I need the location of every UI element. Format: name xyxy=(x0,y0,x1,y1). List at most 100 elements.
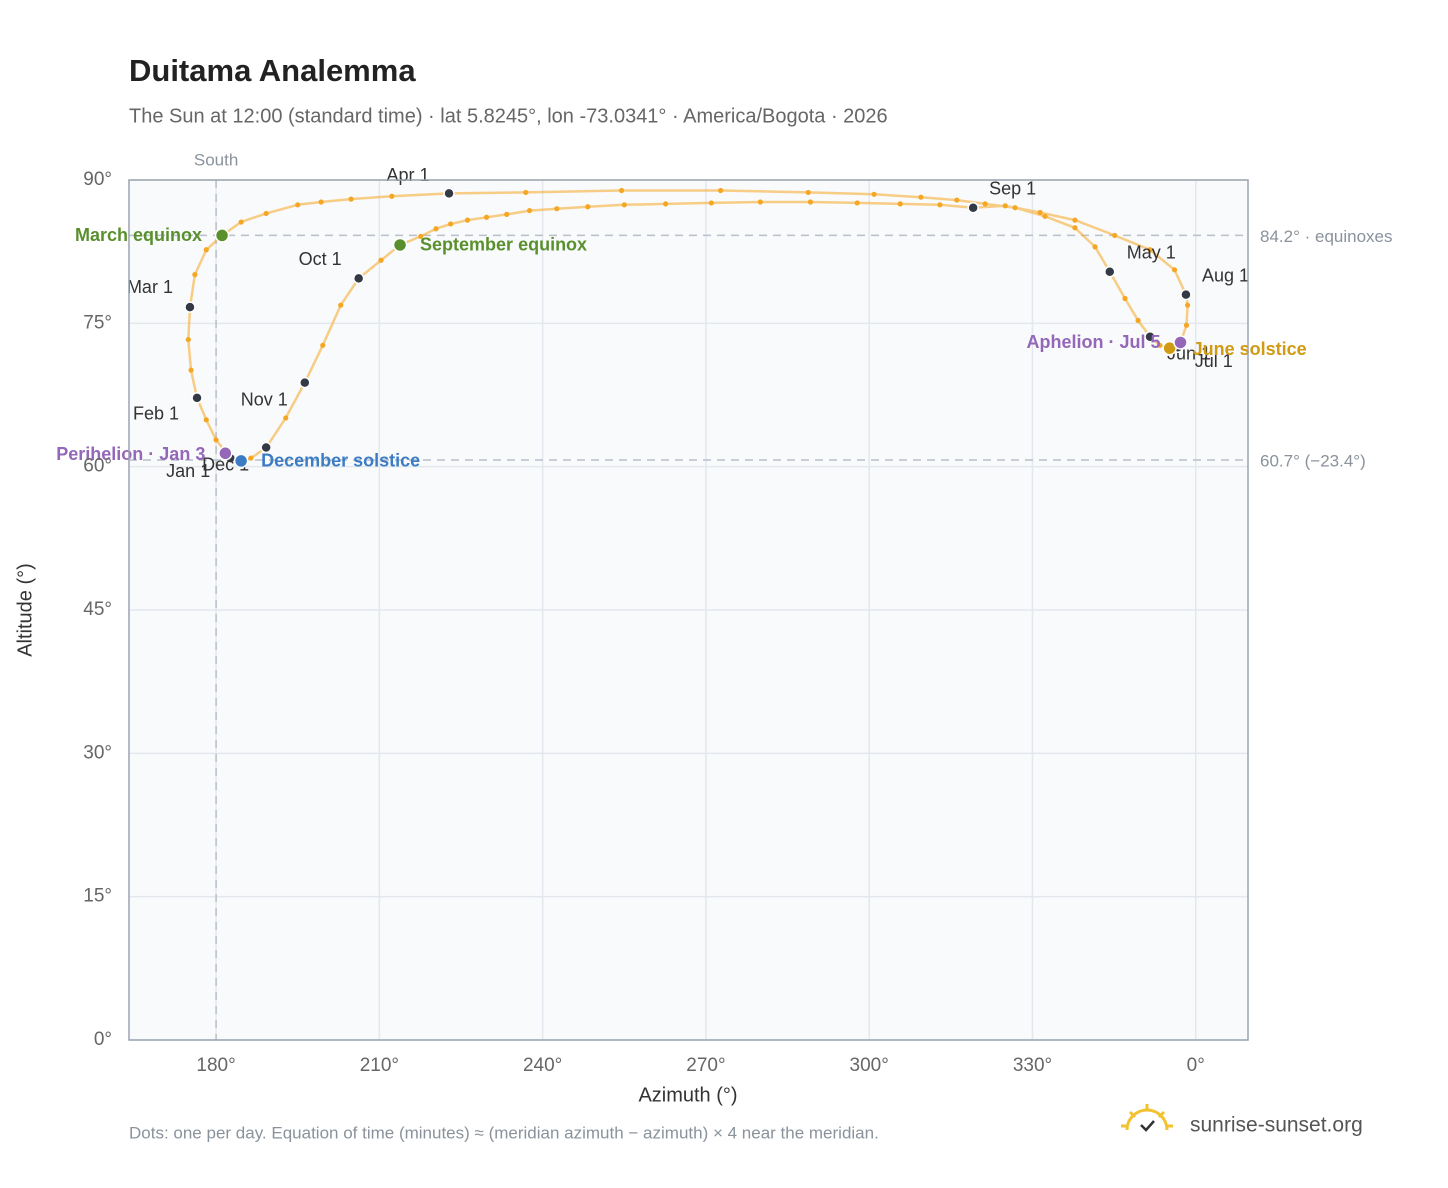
y-tick-label: 60° xyxy=(83,456,112,477)
marker-label: March equinox xyxy=(75,225,202,245)
marker-label: December solstice xyxy=(261,451,420,471)
marker-dot xyxy=(214,228,230,243)
day-dot xyxy=(871,191,877,197)
day-dot xyxy=(483,214,490,220)
day-dot xyxy=(203,417,209,423)
marker-dot xyxy=(443,187,455,200)
day-dot xyxy=(320,342,326,348)
day-dot xyxy=(283,415,289,421)
day-dot xyxy=(203,247,209,253)
day-dot xyxy=(897,201,903,207)
y-tick-label: 75° xyxy=(83,312,112,333)
marker-dot xyxy=(392,237,408,253)
day-dot xyxy=(378,257,384,263)
brand: sunrise-sunset.org xyxy=(1190,1114,1363,1137)
reference-label: South xyxy=(194,150,238,169)
day-dot xyxy=(1042,213,1048,219)
day-dot xyxy=(348,196,354,202)
day-dot xyxy=(185,336,191,343)
day-dot xyxy=(708,200,714,206)
marker-label: Mar 1 xyxy=(127,277,173,297)
day-dot xyxy=(338,302,344,308)
chart-subtitle: The Sun at 12:00 (standard time) · lat 5… xyxy=(129,105,888,127)
marker-label: Aug 1 xyxy=(1202,265,1249,285)
day-dot xyxy=(526,207,533,214)
day-dot xyxy=(523,189,529,196)
marker-dot xyxy=(184,301,196,313)
y-tick-label: 30° xyxy=(83,742,112,763)
x-tick-label: 330° xyxy=(1013,1055,1052,1076)
day-dot xyxy=(464,217,471,223)
day-dot xyxy=(1002,203,1008,209)
reference-label: 60.7° (−23.4°) xyxy=(1260,451,1366,470)
day-dot xyxy=(418,233,424,239)
plot-border xyxy=(128,179,1249,1041)
day-dot xyxy=(621,202,627,208)
marker-label: Jul 1 xyxy=(1195,351,1233,371)
marker-label: Nov 1 xyxy=(241,389,288,409)
day-dot xyxy=(248,455,254,461)
day-dot xyxy=(433,226,439,232)
marker-dot xyxy=(352,272,365,285)
marker-dot xyxy=(233,453,249,469)
day-dot xyxy=(295,202,301,208)
marker-dot xyxy=(1180,288,1192,301)
marker-dot xyxy=(260,441,272,454)
day-dot xyxy=(554,206,560,212)
day-dot xyxy=(805,189,811,196)
day-dot xyxy=(1157,342,1163,348)
day-dot xyxy=(1112,232,1118,239)
marker-label: September equinox xyxy=(420,235,587,255)
brand-logo xyxy=(1121,1104,1173,1132)
marker-label: Jan 1 xyxy=(166,461,210,481)
day-dot xyxy=(1183,322,1190,328)
footnote: Dots: one per day. Equation of time (min… xyxy=(129,1123,879,1142)
marker-label: Sep 1 xyxy=(989,178,1036,198)
marker-dot xyxy=(191,392,203,404)
day-dot xyxy=(1072,225,1078,231)
day-dot xyxy=(1122,295,1128,302)
y-axis-label: Altitude (°) xyxy=(14,563,36,657)
chart-title: Duitama Analemma xyxy=(129,53,416,88)
day-dot xyxy=(263,210,269,217)
day-dot xyxy=(718,187,724,194)
marker-label: Apr 1 xyxy=(387,165,430,185)
day-dot xyxy=(1072,217,1078,223)
y-tick-label: 0° xyxy=(94,1029,112,1050)
marker-label: June solstice xyxy=(1193,339,1307,359)
day-dot xyxy=(448,221,454,227)
marker-dot xyxy=(1144,330,1156,343)
x-tick-label: 210° xyxy=(360,1055,399,1076)
day-dot xyxy=(663,201,669,207)
day-dot xyxy=(1147,247,1153,253)
marker-dot xyxy=(299,376,311,389)
day-dot xyxy=(918,194,924,200)
reference-lines xyxy=(129,180,1248,1040)
day-dot xyxy=(982,201,988,207)
day-dot xyxy=(1171,267,1178,273)
day-dot xyxy=(1184,302,1191,308)
marker-label: Feb 1 xyxy=(133,404,179,424)
marker-label: Oct 1 xyxy=(299,249,342,269)
x-tick-label: 300° xyxy=(850,1055,889,1076)
day-dot xyxy=(618,187,625,194)
y-tick-label: 15° xyxy=(83,886,112,907)
marker-dot xyxy=(218,446,233,461)
marker-label: Aphelion · Jul 5 xyxy=(1026,332,1160,352)
y-tick-label: 45° xyxy=(83,599,112,620)
day-dot xyxy=(389,193,395,199)
marker-label: Perihelion · Jan 3 xyxy=(56,444,205,464)
day-dot xyxy=(1135,317,1141,324)
day-dot xyxy=(192,272,198,278)
day-dot xyxy=(937,202,943,208)
day-dot xyxy=(318,199,324,205)
day-dot xyxy=(854,200,860,206)
day-dot xyxy=(504,211,510,217)
reference-label: 84.2° · equinoxes xyxy=(1260,227,1393,246)
y-tick-label: 90° xyxy=(83,169,112,190)
day-dot xyxy=(1092,244,1098,250)
x-tick-label: 240° xyxy=(523,1055,562,1076)
x-tick-label: 270° xyxy=(686,1055,725,1076)
x-axis-label: Azimuth (°) xyxy=(638,1084,737,1106)
